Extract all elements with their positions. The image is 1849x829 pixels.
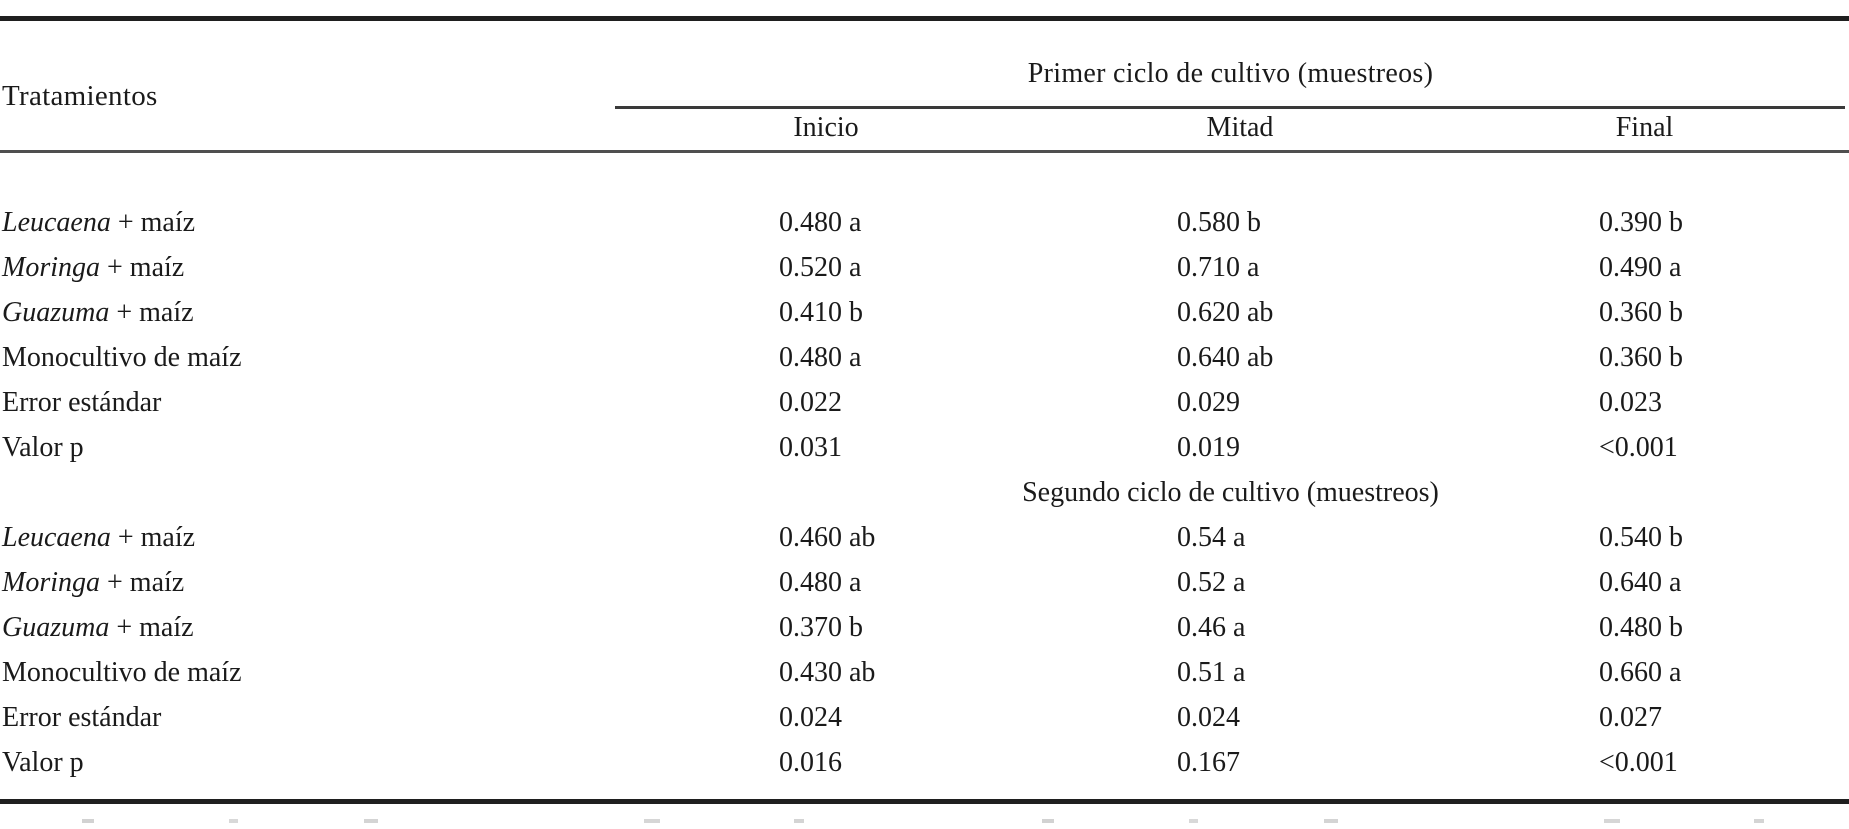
cell-value: 0.490 a	[1599, 251, 1682, 283]
cell-value: 0.640 ab	[1177, 341, 1274, 373]
cell-value: 0.540 b	[1599, 521, 1683, 553]
row-label-text: + maíz	[109, 296, 194, 328]
cell-value: 0.480 a	[779, 341, 862, 373]
row-label-text: + maíz	[110, 521, 196, 553]
row-label: Leucaena + maíz	[0, 522, 612, 554]
cell-value: 0.46 a	[1177, 611, 1246, 643]
row-label: Moringa + maíz	[0, 252, 612, 284]
row-label: Guazuma + maíz	[0, 612, 612, 644]
row-label-text: Monocultivo de maíz	[2, 656, 242, 688]
cell-value: 0.480 b	[1599, 611, 1683, 643]
table-bottom-rule	[0, 799, 1849, 804]
cell-value: 0.460 ab	[779, 521, 876, 553]
cell-value: 0.167	[1177, 746, 1240, 778]
genus-name: Guazuma	[2, 296, 110, 328]
cell-value: 0.54 a	[1177, 521, 1246, 553]
cell-value: 0.480 a	[779, 566, 862, 598]
cell-value: <0.001	[1599, 431, 1678, 463]
cell-value: 0.52 a	[1177, 566, 1246, 598]
genus-name: Moringa	[2, 566, 100, 598]
cell-value: 0.360 b	[1599, 341, 1683, 373]
genus-name: Moringa	[2, 251, 100, 283]
row-label-text: Error estándar	[2, 386, 162, 418]
cell-value: 0.51 a	[1177, 656, 1246, 688]
row-label-text: + maíz	[100, 251, 185, 283]
column-header-inicio: Inicio	[793, 112, 859, 143]
cell-value: 0.031	[779, 431, 842, 463]
column-header-mitad: Mitad	[1206, 112, 1274, 143]
section-1-title: Primer ciclo de cultivo (muestreos)	[1027, 58, 1434, 89]
row-label-text: Valor p	[2, 431, 84, 463]
cell-value: 0.360 b	[1599, 296, 1683, 328]
cell-value: 0.430 ab	[779, 656, 876, 688]
cell-value: 0.660 a	[1599, 656, 1682, 688]
cell-value: 0.410 b	[779, 296, 863, 328]
table-body: Leucaena + maíz 0.480 a 0.580 b 0.390 b …	[0, 200, 1849, 785]
row-label: Error estándar	[0, 387, 612, 419]
cell-value: 0.024	[779, 701, 842, 733]
row-label: Guazuma + maíz	[0, 297, 612, 329]
row-label: Monocultivo de maíz	[0, 342, 612, 374]
row-label-text: + maíz	[109, 611, 194, 643]
row-label: Valor p	[0, 432, 612, 464]
row-header-tratamientos: Tratamientos	[2, 80, 158, 112]
row-label-text: + maíz	[100, 566, 185, 598]
header-separator-rule	[0, 150, 1849, 153]
cell-value: 0.023	[1599, 386, 1662, 418]
row-label-text: + maíz	[110, 206, 196, 238]
cell-value: 0.022	[779, 386, 842, 418]
cell-value: 0.029	[1177, 386, 1240, 418]
genus-name: Guazuma	[2, 611, 110, 643]
cell-value: 0.640 a	[1599, 566, 1682, 598]
spanner-underline-rule	[615, 106, 1845, 109]
section-2-title: Segundo ciclo de cultivo (muestreos)	[1022, 476, 1439, 508]
cell-value: 0.520 a	[779, 251, 862, 283]
cell-value: 0.390 b	[1599, 206, 1683, 238]
genus-name: Leucaena	[2, 521, 111, 553]
row-label: Moringa + maíz	[0, 567, 612, 599]
row-label: Valor p	[0, 747, 612, 779]
cell-value: 0.016	[779, 746, 842, 778]
row-label-text: Monocultivo de maíz	[2, 341, 242, 373]
cell-value: 0.027	[1599, 701, 1662, 733]
column-header-final: Final	[1615, 112, 1674, 143]
row-label-text: Valor p	[2, 746, 84, 778]
row-label-text: Error estándar	[2, 701, 162, 733]
row-label: Error estándar	[0, 702, 612, 734]
cell-value: <0.001	[1599, 746, 1678, 778]
cell-value: 0.019	[1177, 431, 1240, 463]
cell-value: 0.620 ab	[1177, 296, 1274, 328]
table-top-rule	[0, 16, 1849, 21]
cell-value: 0.024	[1177, 701, 1240, 733]
cell-value: 0.710 a	[1177, 251, 1260, 283]
cell-value: 0.370 b	[779, 611, 863, 643]
cell-value: 0.480 a	[779, 206, 862, 238]
genus-name: Leucaena	[2, 206, 111, 238]
row-label: Leucaena + maíz	[0, 207, 612, 239]
row-label: Monocultivo de maíz	[0, 657, 612, 689]
cell-value: 0.580 b	[1177, 206, 1261, 238]
clipped-footnote-fragments	[4, 819, 1844, 823]
